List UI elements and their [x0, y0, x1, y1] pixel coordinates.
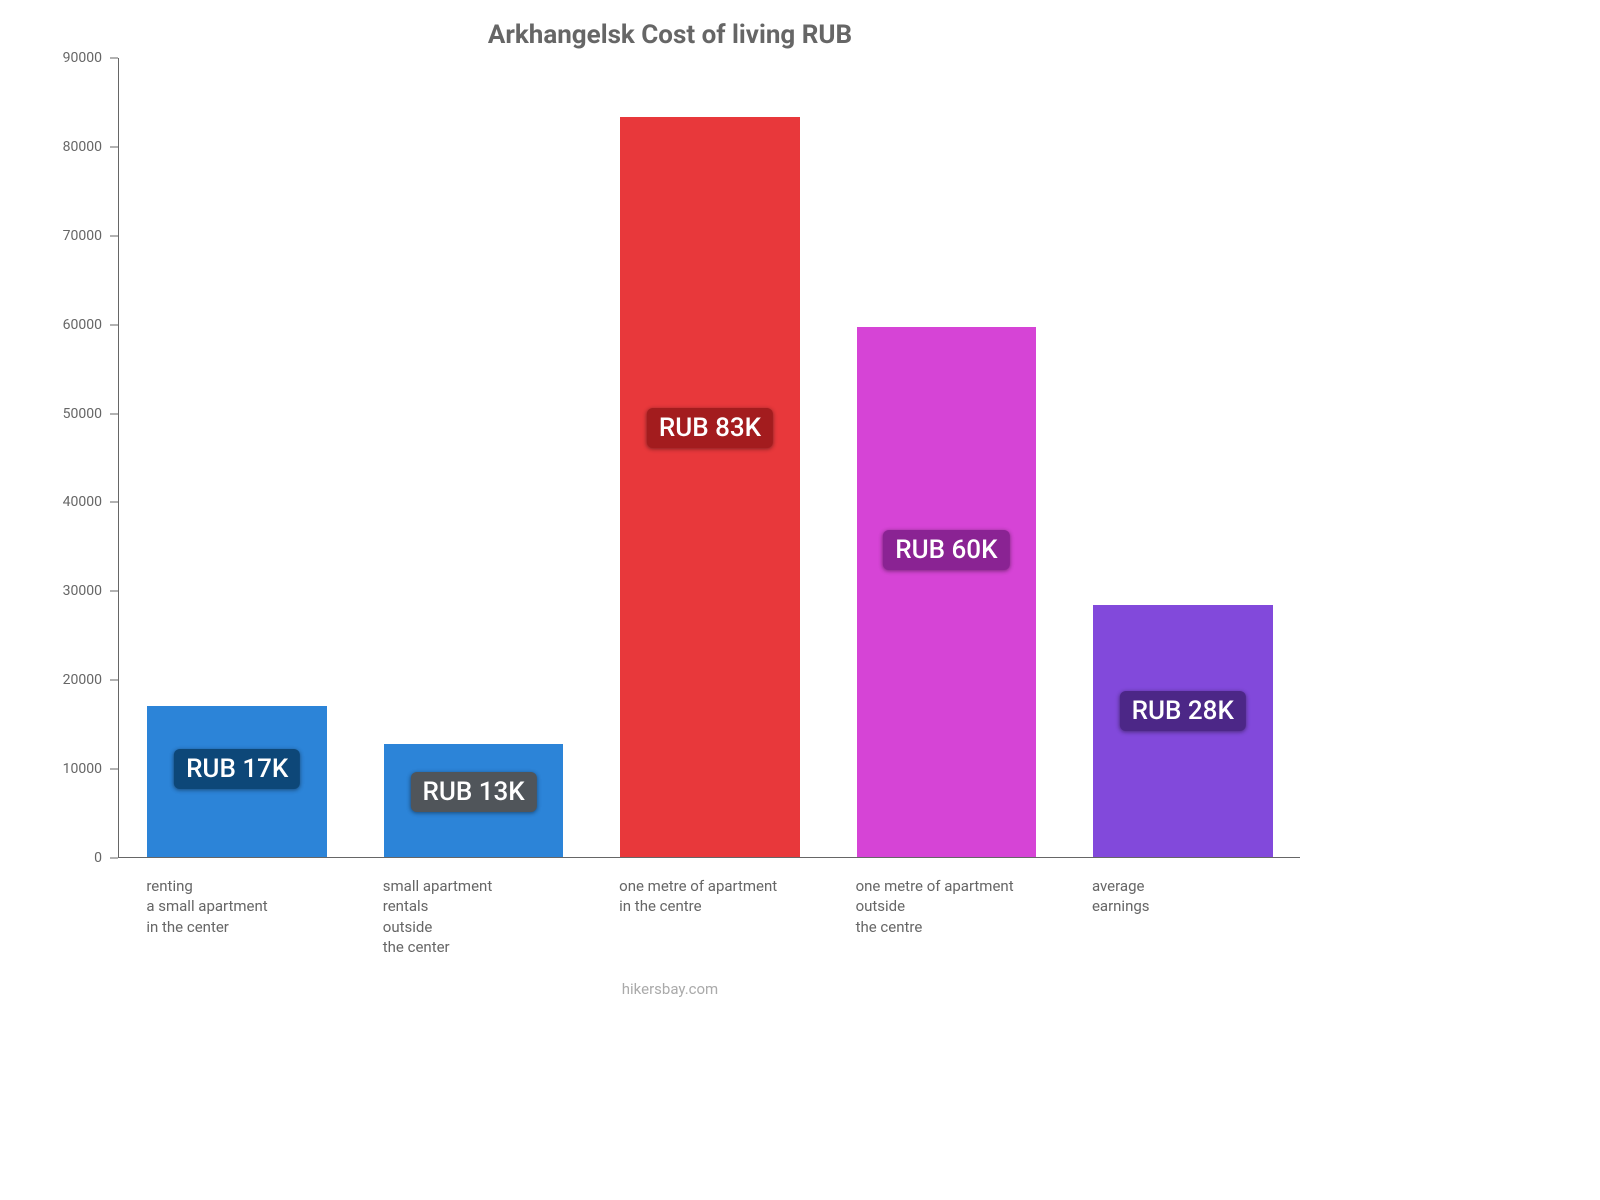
y-tick-label: 70000 [63, 228, 102, 244]
x-tick-label: renting a small apartment in the center [146, 876, 356, 937]
bar-value-badge: RUB 83K [647, 408, 773, 448]
x-tick-label: one metre of apartment in the centre [619, 876, 829, 917]
y-tick-mark [110, 146, 118, 147]
y-tick-mark [110, 591, 118, 592]
y-tick-label: 20000 [63, 672, 102, 688]
y-tick-mark [110, 858, 118, 859]
y-tick-label: 50000 [63, 406, 102, 422]
bars-area: RUB 17K RUB 13K RUB 83K RUB 60K RUB 28K [118, 58, 1300, 858]
chart-title: Arkhangelsk Cost of living RUB [30, 20, 1310, 50]
y-tick-label: 10000 [63, 761, 102, 777]
x-tick-label: one metre of apartment outside the centr… [856, 876, 1066, 937]
bar: RUB 60K [857, 327, 1037, 857]
y-tick-mark [110, 235, 118, 236]
y-tick-label: 80000 [63, 139, 102, 155]
y-tick-label: 90000 [63, 50, 102, 66]
x-tick-label: average earnings [1092, 876, 1302, 917]
x-axis-labels: renting a small apartment in the center s… [118, 868, 1300, 988]
bar-value-badge: RUB 60K [883, 530, 1009, 570]
y-tick-mark [110, 413, 118, 414]
y-tick-mark [110, 58, 118, 59]
bar: RUB 28K [1093, 605, 1273, 857]
y-axis: 0100002000030000400005000060000700008000… [40, 58, 110, 858]
y-tick-mark [110, 769, 118, 770]
bar-value-badge: RUB 28K [1120, 691, 1246, 731]
y-tick-label: 0 [94, 850, 102, 866]
x-tick-label: small apartment rentals outside the cent… [383, 876, 593, 957]
bar-value-badge: RUB 13K [410, 772, 536, 812]
cost-of-living-chart: Arkhangelsk Cost of living RUB 0 10000 200… [30, 20, 1310, 1000]
y-tick-mark [110, 324, 118, 325]
y-tick-mark [110, 680, 118, 681]
y-tick-label: 40000 [63, 494, 102, 510]
bar: RUB 13K [384, 744, 564, 857]
y-tick-mark [110, 502, 118, 503]
y-tick-label: 30000 [63, 583, 102, 599]
attribution: hikersbay.com [30, 980, 1310, 998]
bar: RUB 83K [620, 117, 800, 857]
bar-value-badge: RUB 17K [174, 749, 300, 789]
plot-area: 0100002000030000400005000060000700008000… [40, 58, 1300, 858]
bar: RUB 17K [147, 706, 327, 857]
y-tick-label: 60000 [63, 317, 102, 333]
